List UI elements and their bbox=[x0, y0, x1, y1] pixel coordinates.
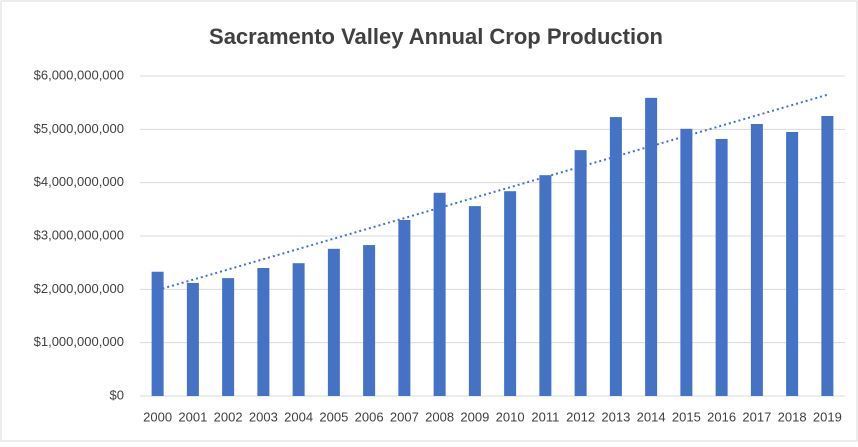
x-tick-label: 2016 bbox=[707, 409, 736, 424]
x-tick-label: 2006 bbox=[355, 409, 384, 424]
x-tick-label: 2002 bbox=[214, 409, 243, 424]
x-tick-label: 2013 bbox=[601, 409, 630, 424]
bar bbox=[257, 268, 270, 396]
x-tick-label: 2017 bbox=[742, 409, 771, 424]
bar bbox=[363, 245, 376, 396]
bar bbox=[504, 191, 517, 396]
bar bbox=[468, 206, 481, 396]
bar bbox=[186, 282, 199, 396]
y-tick-label: $6,000,000,000 bbox=[34, 67, 124, 82]
x-tick-label: 2000 bbox=[143, 409, 172, 424]
trendline bbox=[157, 93, 828, 291]
bar bbox=[151, 271, 164, 396]
y-tick-label: $1,000,000,000 bbox=[34, 334, 124, 349]
y-tick-label: $3,000,000,000 bbox=[34, 227, 124, 242]
y-tick-label: $2,000,000,000 bbox=[34, 281, 124, 296]
bar bbox=[398, 220, 411, 396]
x-tick-label: 2014 bbox=[637, 409, 666, 424]
x-tick-label: 2011 bbox=[531, 409, 559, 424]
x-tick-label: 2005 bbox=[319, 409, 348, 424]
x-tick-label: 2009 bbox=[460, 409, 489, 424]
y-tick-label: $5,000,000,000 bbox=[34, 121, 124, 136]
chart-title: Sacramento Valley Annual Crop Production bbox=[209, 24, 663, 49]
bar bbox=[786, 132, 799, 396]
bar bbox=[539, 175, 552, 396]
bar bbox=[574, 150, 587, 396]
bar bbox=[327, 248, 340, 396]
y-tick-label: $0 bbox=[110, 387, 124, 402]
bar bbox=[609, 117, 622, 397]
x-tick-label: 2019 bbox=[813, 409, 842, 424]
x-tick-label: 2003 bbox=[249, 409, 278, 424]
bar bbox=[821, 116, 834, 396]
x-tick-label: 2015 bbox=[672, 409, 701, 424]
bar bbox=[292, 263, 305, 396]
x-tick-label: 2004 bbox=[284, 409, 313, 424]
bar bbox=[222, 278, 235, 396]
x-tick-label: 2008 bbox=[425, 409, 454, 424]
x-tick-label: 2018 bbox=[778, 409, 807, 424]
bar bbox=[680, 128, 693, 397]
bar bbox=[715, 138, 728, 396]
x-tick-label: 2012 bbox=[566, 409, 595, 424]
x-tick-label: 2001 bbox=[178, 409, 207, 424]
x-tick-label: 2010 bbox=[496, 409, 525, 424]
bar bbox=[645, 97, 658, 396]
y-tick-label: $4,000,000,000 bbox=[34, 174, 124, 189]
x-tick-label: 2007 bbox=[390, 409, 419, 424]
bar bbox=[750, 124, 763, 396]
bar bbox=[433, 192, 446, 396]
